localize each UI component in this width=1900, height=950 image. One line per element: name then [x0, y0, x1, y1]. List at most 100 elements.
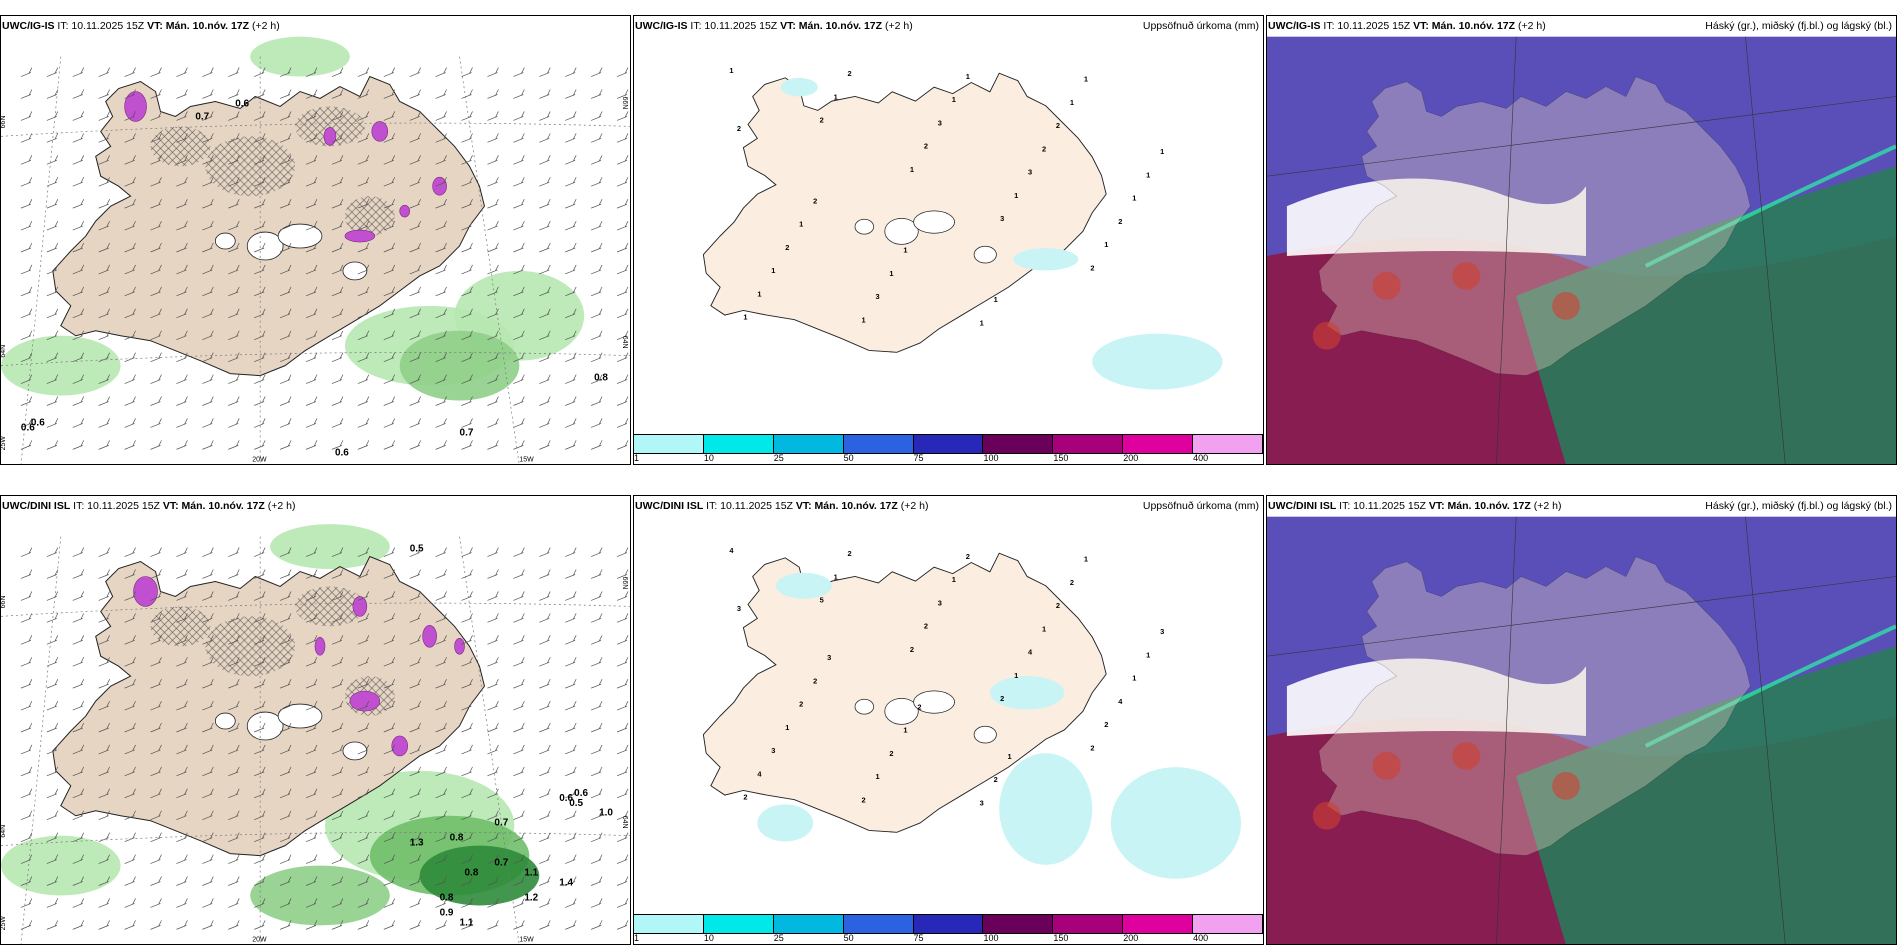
precip-value-label: 2 [813, 676, 817, 685]
valid-time: VT: Mán. 10.nóv. 17Z [795, 500, 898, 512]
wind-value-label: 0.6 [235, 98, 249, 109]
precip-value-label: 2 [966, 552, 970, 561]
lon-label: 25W [1, 436, 7, 451]
colorbar-tick-label: 100 [983, 453, 999, 463]
precip-value-label: 2 [820, 116, 824, 125]
precip-value-label: 3 [1000, 214, 1004, 223]
colorbar-swatch [773, 435, 844, 453]
wind-value-label: 0.7 [494, 858, 508, 869]
model-name: UWC/DINI ISL [635, 500, 704, 512]
precip-value-label: 2 [737, 124, 741, 133]
colorbar-tick-label: 10 [703, 453, 714, 463]
valid-time: VT: Mán. 10.nóv. 17Z [1413, 20, 1516, 32]
valid-time: VT: Mán. 10.nóv. 17Z [147, 20, 250, 32]
precip-value-label: 1 [994, 295, 998, 304]
precip-value-label: 4 [757, 769, 762, 778]
wind-value-label: 0.8 [440, 892, 454, 903]
wind-value-label: 0.8 [465, 868, 479, 879]
wind-value-label: 1.2 [524, 892, 538, 903]
precip-value-label: 1 [1160, 147, 1164, 156]
cloud-map [1267, 516, 1896, 944]
precip-value-label: 2 [1056, 601, 1060, 610]
precip-value-label: 3 [1160, 627, 1164, 636]
colorbar-tick-label: 150 [1053, 933, 1069, 943]
precip-title: Uppsöfnuð úrkoma (mm) [1142, 500, 1259, 512]
wind-value-label: 1.4 [559, 878, 573, 889]
cloud-panel-bottom: UWC/DINI ISL IT: 10.11.2025 15Z VT: Mán.… [1266, 495, 1897, 945]
precip-value-label: 1 [771, 266, 775, 275]
precip-value-label: 2 [1090, 263, 1094, 272]
colorbar-swatch [634, 435, 704, 453]
colorbar-swatch [1123, 915, 1194, 933]
precip-panel-top: UWC/IG-IS IT: 10.11.2025 15Z VT: Mán. 10… [633, 15, 1264, 465]
precip-value-label: 1 [1104, 240, 1108, 249]
precip-value-label: 1 [910, 165, 914, 174]
precip-title: Uppsöfnuð úrkoma (mm) [1142, 20, 1259, 32]
colorbar-tick-label: 100 [983, 933, 999, 943]
precip-value-label: 2 [1000, 694, 1004, 703]
colorbar-swatch [843, 915, 914, 933]
precip-value-label: 2 [813, 196, 817, 205]
precip-value-label: 1 [729, 66, 733, 75]
panel-header: UWC/IG-IS IT: 10.11.2025 15Z VT: Mán. 10… [1268, 18, 1894, 34]
wind-value-label: 0.6 [31, 417, 45, 428]
wind-value-label: 0.6 [21, 422, 35, 433]
colorbar-swatch [843, 435, 914, 453]
precip-value-label: 2 [785, 243, 789, 252]
precip-value-label: 2 [924, 142, 928, 151]
precip-value-label: 1 [834, 572, 838, 581]
precip-value-label: 1 [875, 772, 879, 781]
precip-value-label: 2 [1056, 121, 1060, 130]
wind-value-label: 0.8 [450, 833, 464, 844]
lat-label: 64N [621, 336, 628, 349]
colorbar-tick-label: 200 [1123, 933, 1139, 943]
colorbar-tick-label: 1 [634, 453, 640, 463]
init-time: IT: 10.11.2025 15Z [1339, 500, 1426, 512]
colorbar-swatch [913, 435, 984, 453]
init-time: IT: 10.11.2025 15Z [690, 20, 778, 32]
lat-label: 66N [621, 96, 628, 109]
precip-value-label: 1 [980, 318, 984, 327]
precip-value-label: 2 [848, 549, 852, 558]
precip-map: 1 2 1 3 2 1 1 2 1 1 1 2 3 3 2 1 1 1 2 1 2 3 1 2 1 1 1 1 1 1 2 1 1 1 2 [655, 36, 1242, 409]
lon-label: 20W [252, 936, 267, 943]
valid-time: VT: Mán. 10.nóv. 17Z [780, 20, 883, 32]
lat-label: 64N [1, 825, 7, 838]
precip-value-label: 3 [938, 598, 942, 607]
precip-panel-bottom: UWC/DINI ISL IT: 10.11.2025 15Z VT: Mán.… [633, 495, 1264, 945]
init-time: IT: 10.11.2025 15Z [706, 500, 793, 512]
forecast-offset: (+2 h) [884, 20, 913, 32]
colorbar-swatch [1123, 435, 1194, 453]
model-name: UWC/IG-IS [1268, 20, 1321, 32]
wind-value-label: 0.5 [410, 544, 424, 555]
wind-value-label: 1.3 [410, 838, 424, 849]
precip-value-label: 1 [1132, 674, 1136, 683]
lon-label: 20W [252, 456, 267, 463]
colorbar-tick-label: 75 [913, 453, 924, 463]
precip-value-label: 1 [903, 726, 907, 735]
precip-value-label: 2 [994, 775, 998, 784]
colorbar: 1 10 25 50 75 100 150 200 400 [634, 434, 1263, 464]
precip-value-label: 1 [743, 313, 747, 322]
colorbar-tick-label: 75 [913, 933, 924, 943]
colorbar-tick-label: 150 [1053, 453, 1069, 463]
colorbar-tick-label: 400 [1193, 453, 1209, 463]
precip-value-label: 2 [1070, 578, 1074, 587]
colorbar-swatch [913, 915, 984, 933]
wind-value-label: 0.6 [574, 788, 588, 799]
init-time: IT: 10.11.2025 15Z [73, 500, 160, 512]
precip-value-label: 1 [799, 220, 803, 229]
init-time: IT: 10.11.2025 15Z [1323, 20, 1411, 32]
wind-value-label: 0.5 [569, 798, 583, 809]
forecast-offset: (+2 h) [1517, 20, 1546, 32]
wind-value-label: 1.1 [460, 917, 474, 928]
wind-value-label: 0.8 [594, 373, 608, 384]
colorbar: 1 10 25 50 75 100 150 200 400 [634, 914, 1263, 944]
forecast-offset: (+2 h) [1533, 500, 1562, 512]
precip-value-label: 1 [952, 95, 956, 104]
model-name: UWC/IG-IS [635, 20, 688, 32]
precip-value-label: 1 [1014, 671, 1018, 680]
precip-value-label: 1 [952, 575, 956, 584]
colorbar-swatch [1053, 915, 1124, 933]
precip-value-label: 1 [1070, 98, 1074, 107]
